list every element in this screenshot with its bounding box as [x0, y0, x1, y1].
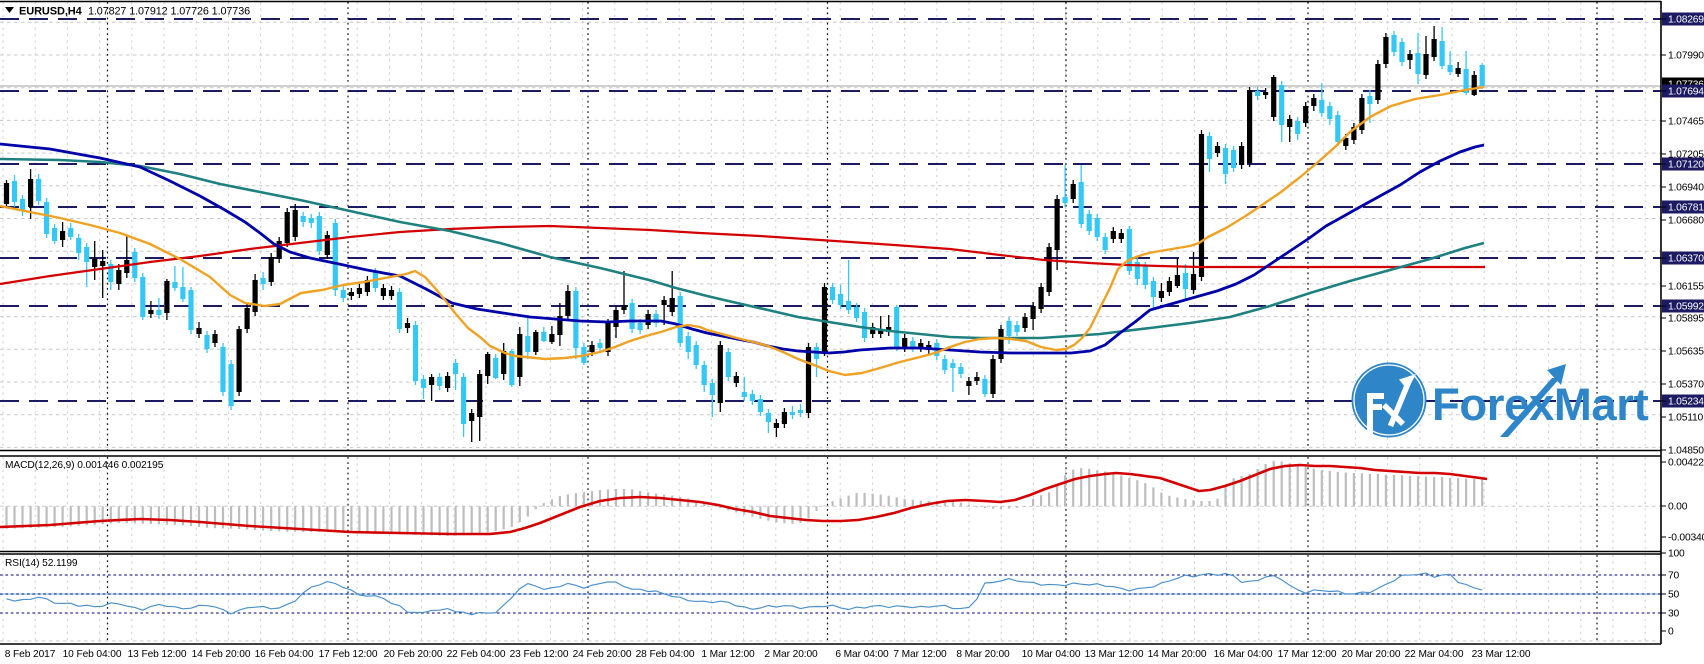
svg-text:70: 70 — [1668, 571, 1680, 582]
svg-text:1.05234: 1.05234 — [1668, 397, 1704, 408]
svg-text:1.06370: 1.06370 — [1668, 254, 1704, 265]
svg-text:30: 30 — [1668, 609, 1680, 620]
svg-text:1.08269: 1.08269 — [1668, 15, 1704, 26]
svg-text:1 Mar 12:00: 1 Mar 12:00 — [701, 649, 755, 660]
svg-text:-0.003403: -0.003403 — [1668, 533, 1704, 544]
svg-text:RSI(14) 52.1199: RSI(14) 52.1199 — [5, 558, 78, 569]
svg-text:23 Mar 12:00: 23 Mar 12:00 — [1472, 649, 1531, 660]
svg-text:8 Feb 2017: 8 Feb 2017 — [5, 649, 56, 660]
svg-text:1.05635: 1.05635 — [1668, 347, 1704, 358]
svg-text:13 Mar 12:00: 13 Mar 12:00 — [1085, 649, 1144, 660]
svg-text:1.07205: 1.07205 — [1668, 150, 1704, 161]
svg-text:1.05895: 1.05895 — [1668, 314, 1704, 325]
svg-text:10 Feb 04:00: 10 Feb 04:00 — [63, 649, 122, 660]
svg-text:22 Mar 04:00: 22 Mar 04:00 — [1405, 649, 1464, 660]
svg-text:ForexMart: ForexMart — [1432, 379, 1649, 430]
svg-text:100: 100 — [1668, 549, 1685, 560]
svg-text:0.00: 0.00 — [1668, 502, 1688, 513]
svg-text:20 Mar 20:00: 20 Mar 20:00 — [1342, 649, 1401, 660]
svg-text:14 Mar 20:00: 14 Mar 20:00 — [1148, 649, 1207, 660]
svg-text:1.06155: 1.06155 — [1668, 282, 1704, 293]
svg-text:17 Mar 12:00: 17 Mar 12:00 — [1278, 649, 1337, 660]
svg-text:1.05370: 1.05370 — [1668, 380, 1704, 391]
svg-text:14 Feb 20:00: 14 Feb 20:00 — [192, 649, 251, 660]
svg-text:7 Mar 12:00: 7 Mar 12:00 — [893, 649, 947, 660]
svg-text:23 Feb 12:00: 23 Feb 12:00 — [510, 649, 569, 660]
svg-text:1.05992: 1.05992 — [1668, 302, 1704, 313]
svg-text:1.06781: 1.06781 — [1668, 203, 1704, 214]
svg-text:2 Mar 20:00: 2 Mar 20:00 — [764, 649, 818, 660]
svg-text:1.07694: 1.07694 — [1668, 87, 1704, 98]
svg-text:0.004228: 0.004228 — [1668, 458, 1704, 469]
svg-text:1.07120: 1.07120 — [1668, 160, 1704, 171]
svg-text:50: 50 — [1668, 590, 1680, 601]
svg-text:22 Feb 04:00: 22 Feb 04:00 — [447, 649, 506, 660]
svg-text:1.07990: 1.07990 — [1668, 51, 1704, 62]
svg-text:13 Feb 12:00: 13 Feb 12:00 — [128, 649, 187, 660]
svg-text:1.06940: 1.06940 — [1668, 183, 1704, 194]
svg-text:16 Mar 04:00: 16 Mar 04:00 — [1214, 649, 1273, 660]
svg-text:20 Feb 20:00: 20 Feb 20:00 — [384, 649, 443, 660]
svg-text:24 Feb 20:00: 24 Feb 20:00 — [573, 649, 632, 660]
svg-text:MACD(12,26,9) 0.001446 0.00219: MACD(12,26,9) 0.001446 0.002195 — [5, 460, 164, 471]
svg-text:6 Mar 04:00: 6 Mar 04:00 — [835, 649, 889, 660]
svg-text:0: 0 — [1668, 627, 1674, 638]
svg-text:1.07465: 1.07465 — [1668, 117, 1704, 128]
svg-text:1.04850: 1.04850 — [1668, 446, 1704, 457]
svg-text:16 Feb 04:00: 16 Feb 04:00 — [255, 649, 314, 660]
svg-text:EURUSD,H4: EURUSD,H4 — [19, 6, 83, 18]
svg-text:1.06680: 1.06680 — [1668, 216, 1704, 227]
svg-text:1.07827 1.07912 1.07726 1.0773: 1.07827 1.07912 1.07726 1.07736 — [88, 6, 250, 18]
svg-text:1.05110: 1.05110 — [1668, 413, 1704, 424]
svg-text:8 Mar 20:00: 8 Mar 20:00 — [956, 649, 1010, 660]
svg-text:17 Feb 12:00: 17 Feb 12:00 — [319, 649, 378, 660]
svg-text:10 Mar 04:00: 10 Mar 04:00 — [1022, 649, 1081, 660]
svg-text:28 Feb 04:00: 28 Feb 04:00 — [636, 649, 695, 660]
